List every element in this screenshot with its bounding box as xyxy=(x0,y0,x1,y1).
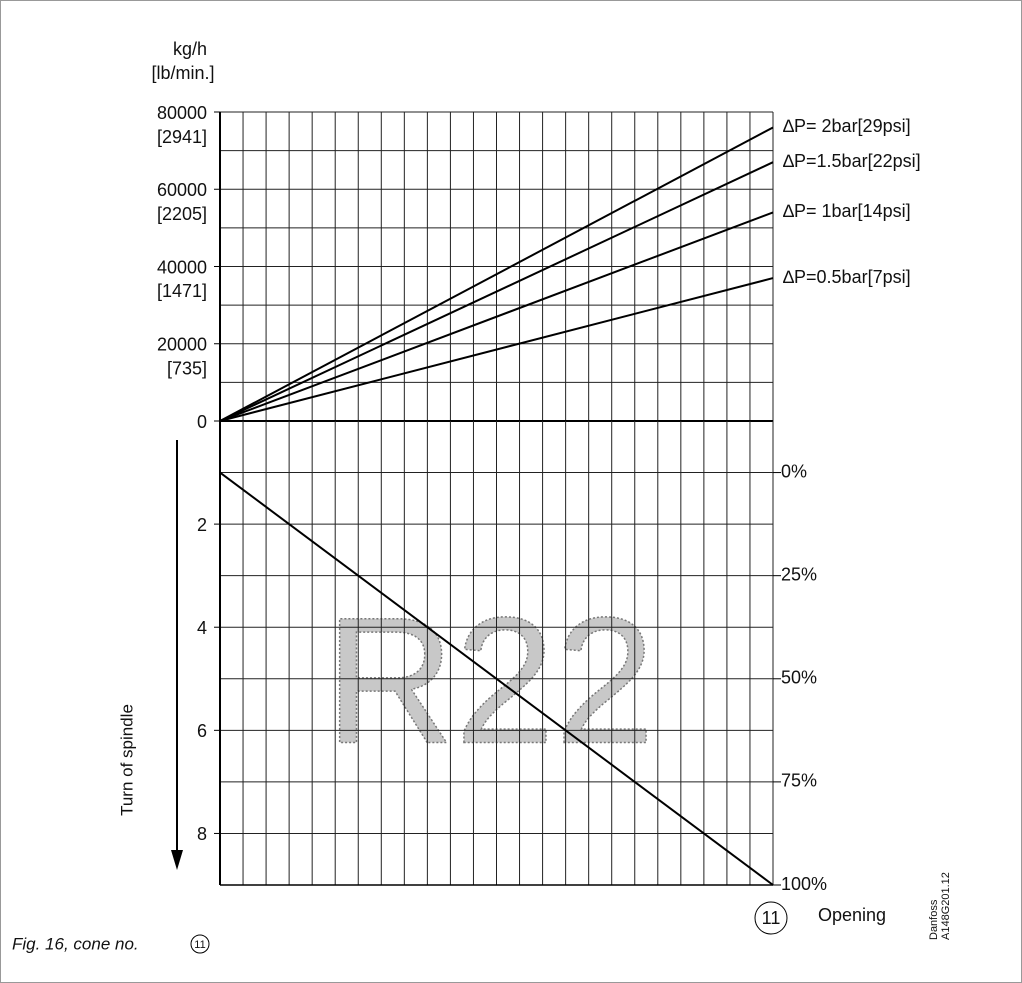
series-line xyxy=(219,126,774,422)
y-axis-label: Turn of spindle xyxy=(117,704,136,816)
y2-tick-label: 50% xyxy=(781,668,817,688)
y2-tick-label: [2941] xyxy=(157,127,207,147)
y-tick-label: 60000 xyxy=(157,180,207,200)
y2-tick-label: [1471] xyxy=(157,281,207,301)
y2-tick-label: 25% xyxy=(781,564,817,584)
y-tick-label: 0 xyxy=(197,412,207,432)
y-axis-label: kg/h xyxy=(173,39,207,59)
y2-tick-label: [735] xyxy=(167,359,207,379)
cone-circle xyxy=(190,934,210,954)
y2-axis-label: [lb/min.] xyxy=(151,63,214,83)
cone-number: 11 xyxy=(194,939,205,951)
y2-tick-label: 75% xyxy=(781,771,817,791)
y-tick-label: 6 xyxy=(197,721,207,741)
legend-label: ∆P= 2bar[29psi] xyxy=(783,116,911,136)
code: Danfoss xyxy=(928,899,940,940)
cone-number: 11 xyxy=(762,908,781,928)
x-axis-label: Opening xyxy=(818,905,886,925)
y-tick-label: 20000 xyxy=(157,335,207,355)
y-tick-label: 40000 xyxy=(157,257,207,277)
arrow-head xyxy=(171,850,183,870)
y2-tick-label: 100% xyxy=(781,874,827,894)
series-line xyxy=(219,161,774,422)
legend-label: ∆P= 1bar[14psi] xyxy=(783,201,911,221)
y2-tick-label: [2205] xyxy=(157,204,207,224)
watermark: R22 xyxy=(325,581,655,782)
y-tick-label: 80000 xyxy=(157,103,207,123)
series-line xyxy=(219,471,774,886)
caption: Fig. 16, cone no. xyxy=(12,934,139,953)
series-line xyxy=(219,211,774,422)
y2-tick-label: 0% xyxy=(781,461,807,481)
series-line xyxy=(219,277,774,422)
legend-label: ∆P=1.5bar[22psi] xyxy=(783,151,921,171)
cone-circle xyxy=(754,901,788,935)
y-tick-label: 4 xyxy=(197,618,207,638)
y-tick-label: 8 xyxy=(197,824,207,844)
legend-label: ∆P=0.5bar[7psi] xyxy=(783,267,911,287)
code: A148G201.12 xyxy=(940,872,952,940)
y-tick-label: 2 xyxy=(197,515,207,535)
